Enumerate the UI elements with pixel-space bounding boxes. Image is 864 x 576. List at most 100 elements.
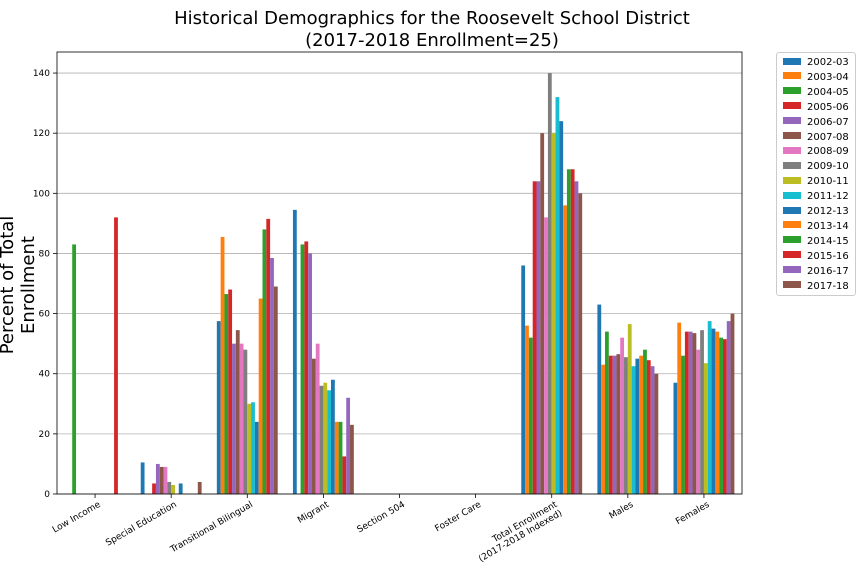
- bar: [528, 337, 533, 494]
- bar: [605, 331, 609, 494]
- bar: [574, 181, 579, 494]
- bar: [338, 421, 343, 494]
- legend-swatch: [783, 57, 801, 65]
- legend-entry: 2014-15: [783, 235, 849, 249]
- bar: [216, 321, 221, 494]
- y-tick-label: 120: [33, 129, 50, 139]
- bar: [612, 355, 617, 494]
- bar: [224, 294, 229, 494]
- legend-swatch: [783, 281, 801, 288]
- bar: [300, 244, 305, 494]
- legend-entry: 2003-04: [783, 71, 849, 85]
- legend-label: 2007-08: [807, 131, 849, 143]
- legend-swatch: [783, 161, 801, 169]
- bar: [171, 484, 175, 494]
- bar: [254, 421, 259, 494]
- legend-entry: 2010-11: [783, 175, 849, 189]
- legend-label: 2016-17: [807, 265, 849, 277]
- bar: [152, 483, 156, 494]
- legend-label: 2003-04: [807, 71, 849, 83]
- legend-label: 2004-05: [807, 86, 849, 98]
- legend-label: 2014-15: [807, 235, 849, 247]
- legend-label: 2017-18: [807, 280, 849, 292]
- bar: [688, 331, 693, 494]
- legend: 2002-03 2003-04 2004-05 2005-06 2006-07 2007-…: [776, 52, 856, 296]
- bar: [159, 466, 164, 494]
- bar: [220, 236, 225, 494]
- bar: [228, 289, 233, 494]
- x-tick-label: Migrant: [296, 500, 331, 526]
- legend-label: 2012-13: [807, 206, 849, 217]
- bar: [334, 421, 339, 494]
- legend-swatch: [783, 176, 801, 184]
- legend-label: 2013-14: [807, 220, 849, 232]
- bar: [711, 328, 716, 494]
- bar: [311, 358, 316, 494]
- x-tick-label: Males: [608, 500, 636, 522]
- bar: [639, 355, 644, 494]
- bar: [673, 382, 678, 494]
- bar: [235, 330, 240, 494]
- legend-swatch: [783, 102, 801, 110]
- bar: [631, 366, 636, 494]
- bar: [692, 333, 697, 494]
- x-tick-label: Foster Care: [433, 500, 483, 535]
- legend-entry: 2017-18: [783, 280, 849, 294]
- bar: [525, 325, 529, 494]
- bar: [140, 462, 145, 494]
- bar: [684, 331, 689, 494]
- y-tick-label: 80: [39, 249, 51, 259]
- bar: [167, 481, 172, 494]
- bar: [696, 349, 701, 494]
- bar: [273, 286, 278, 494]
- y-tick-label: 100: [33, 189, 50, 199]
- x-tick-label: Section 504: [356, 500, 408, 536]
- bar: [323, 382, 328, 494]
- legend-entry: 2006-07: [783, 116, 849, 130]
- x-tick-label: Transitional Bilingual: [168, 500, 255, 556]
- bar: [247, 403, 252, 494]
- bar: [635, 358, 640, 494]
- bar: [540, 133, 545, 495]
- legend-label: 2002-03: [807, 57, 849, 68]
- legend-swatch: [783, 132, 801, 139]
- bar: [346, 397, 351, 494]
- bar: [722, 339, 727, 494]
- bar: [608, 355, 613, 494]
- y-tick-label: 0: [44, 490, 50, 500]
- bar: [566, 169, 571, 494]
- legend-label: 2015-16: [807, 250, 849, 262]
- bar: [563, 205, 567, 495]
- bar: [547, 73, 552, 495]
- legend-entry: 2013-14: [783, 220, 849, 234]
- bar: [616, 354, 621, 494]
- legend-label: 2005-06: [807, 101, 849, 113]
- bar: [715, 331, 720, 494]
- bar: [155, 463, 160, 494]
- y-tick-label: 20: [39, 430, 51, 440]
- bar: [350, 424, 354, 494]
- bar: [266, 218, 271, 494]
- bar: [331, 379, 335, 494]
- legend-entry: 2011-12: [783, 190, 849, 204]
- bar: [251, 402, 255, 494]
- legend-swatch: [783, 266, 801, 274]
- legend-label: 2006-07: [807, 116, 849, 128]
- bar: [232, 343, 236, 494]
- bar: [559, 121, 564, 494]
- bar: [114, 217, 118, 494]
- bar: [342, 456, 347, 494]
- bar: [570, 169, 575, 494]
- bar: [239, 343, 244, 494]
- bar: [536, 181, 541, 494]
- y-tick-label: 60: [39, 310, 51, 320]
- legend-entry: 2015-16: [783, 250, 849, 264]
- bar: [703, 363, 708, 494]
- y-tick-label: 40: [39, 370, 51, 380]
- bar: [315, 343, 320, 494]
- legend-swatch: [783, 72, 801, 80]
- bar: [726, 321, 731, 494]
- chart-subtitle: (2017-2018 Enrollment=25): [305, 30, 559, 51]
- chart-title: Historical Demographics for the Roosevel…: [174, 8, 690, 29]
- bar: [319, 385, 324, 494]
